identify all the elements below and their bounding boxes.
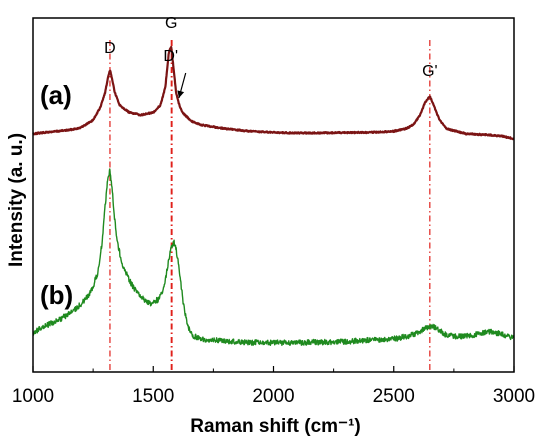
y-axis-title: Intensity (a. u.) <box>6 133 27 267</box>
peak-label: D' <box>163 48 178 65</box>
series-labels: (a) (b) <box>40 80 73 310</box>
x-tick-label: 2500 <box>373 386 415 407</box>
series-layer <box>32 45 515 346</box>
reference-lines <box>109 40 431 372</box>
peak-label: G <box>165 15 177 32</box>
d-prime-arrowhead <box>177 90 185 98</box>
series-label: (b) <box>40 280 73 310</box>
x-tick-label: 3000 <box>493 386 535 407</box>
x-axis-ticks: 1000 1500 2000 2500 3000 <box>12 366 535 407</box>
series-label: (a) <box>40 80 72 110</box>
peak-labels: D G D' G' <box>104 15 437 80</box>
peak-label: D <box>104 40 116 57</box>
series-line-b <box>32 168 515 346</box>
x-tick-label: 1000 <box>12 386 54 407</box>
plot-frame <box>32 17 515 373</box>
series-line-a <box>32 45 515 141</box>
x-axis-title: Raman shift (cm⁻¹) <box>190 416 361 437</box>
x-tick-label: 1500 <box>132 386 174 407</box>
x-tick-label: 2000 <box>252 386 294 407</box>
peak-label: G' <box>422 63 438 80</box>
